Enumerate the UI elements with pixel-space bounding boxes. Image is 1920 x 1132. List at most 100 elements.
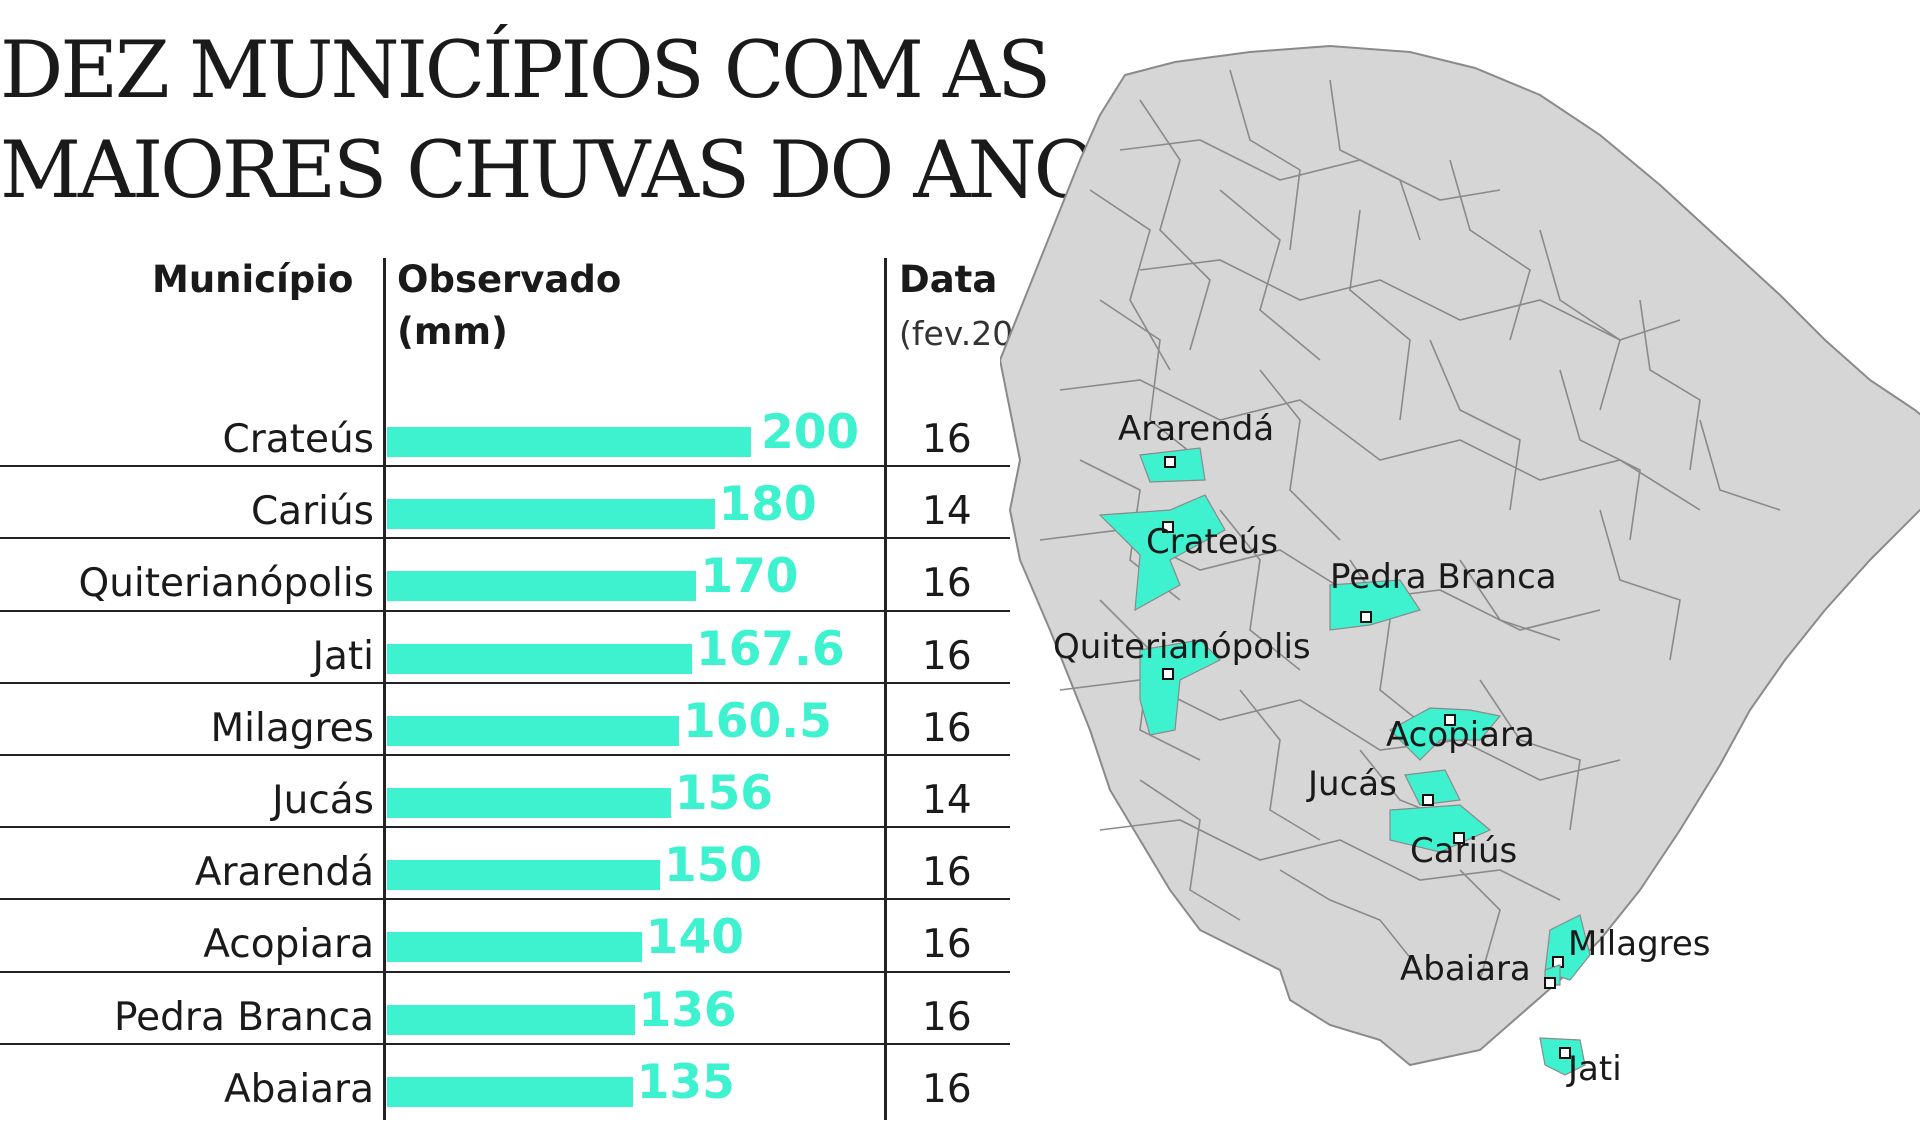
date-label: 16 bbox=[922, 1066, 972, 1112]
date-label: 14 bbox=[922, 489, 972, 535]
bar bbox=[387, 427, 751, 457]
value-label: 150 bbox=[664, 838, 763, 894]
municipal-boundary bbox=[1349, 209, 1411, 421]
bar-row: Abaiara 135 16 bbox=[0, 1045, 1010, 1117]
highlighted-municipality bbox=[1389, 707, 1502, 761]
row-divider bbox=[0, 898, 1010, 901]
municipal-boundary bbox=[1139, 779, 1241, 921]
bar bbox=[387, 788, 671, 818]
bar bbox=[387, 643, 693, 674]
bar-row: Acopiara 140 16 bbox=[0, 900, 1010, 972]
municipal-boundary bbox=[1259, 369, 1341, 541]
city-marker bbox=[1164, 456, 1176, 468]
date-label: 16 bbox=[922, 417, 972, 462]
map-label: Jati bbox=[1566, 1049, 1622, 1089]
city-marker bbox=[1453, 832, 1465, 844]
map-label: Acopiara bbox=[1386, 715, 1535, 755]
city-marker bbox=[1544, 977, 1556, 989]
value-label: 200 bbox=[761, 405, 860, 460]
category-label: Jucás bbox=[272, 778, 374, 823]
highlighted-municipality bbox=[1404, 769, 1461, 806]
bar bbox=[387, 499, 715, 530]
map-label: Ararendá bbox=[1118, 409, 1274, 449]
value-label: 140 bbox=[645, 910, 744, 966]
value-label: 136 bbox=[638, 982, 737, 1038]
municipal-boundary bbox=[1119, 139, 1501, 201]
state-outline bbox=[1000, 44, 1920, 1067]
category-label: Pedra Branca bbox=[114, 994, 374, 1040]
bar-row: Milagres 160.5 16 bbox=[0, 684, 1010, 756]
category-label: Abaiara bbox=[223, 1066, 374, 1112]
city-marker bbox=[1162, 668, 1174, 680]
bar bbox=[387, 1076, 633, 1107]
municipal-boundary bbox=[1139, 259, 1681, 341]
row-divider bbox=[0, 826, 1010, 829]
row-divider bbox=[0, 970, 1010, 973]
bar bbox=[387, 715, 680, 746]
date-label: 16 bbox=[922, 922, 972, 968]
date-column-divider bbox=[884, 258, 887, 1120]
bar-row: Quiterianópolis 170 16 bbox=[0, 539, 1010, 611]
date-label: 16 bbox=[922, 994, 972, 1040]
value-label: 135 bbox=[636, 1054, 735, 1110]
municipal-boundary bbox=[1099, 819, 1561, 901]
municipal-boundary bbox=[1239, 689, 1321, 841]
category-label: Acopiara bbox=[203, 922, 374, 968]
municipal-boundary bbox=[1219, 509, 1301, 671]
municipal-boundary bbox=[1059, 379, 1701, 511]
category-label: Milagres bbox=[210, 705, 374, 751]
highlighted-municipality bbox=[1098, 494, 1226, 612]
header-observado: Observado bbox=[397, 258, 622, 301]
value-label: 167.6 bbox=[696, 621, 845, 677]
map-label: Pedra Branca bbox=[1330, 557, 1557, 597]
date-label: 14 bbox=[922, 778, 972, 823]
municipal-boundary bbox=[1539, 229, 1621, 411]
date-label: 16 bbox=[922, 705, 972, 751]
bar bbox=[387, 932, 642, 963]
value-label: 156 bbox=[674, 766, 774, 821]
value-label: 170 bbox=[700, 549, 799, 605]
value-label: 180 bbox=[718, 477, 817, 533]
city-marker bbox=[1422, 794, 1434, 806]
municipal-boundary bbox=[1699, 419, 1781, 511]
bar-row: Jucás 156 14 bbox=[0, 756, 1010, 828]
map-label: Quiterianópolis bbox=[1053, 627, 1311, 667]
date-label: 16 bbox=[922, 850, 972, 896]
date-label: 16 bbox=[922, 633, 972, 679]
city-marker bbox=[1559, 1047, 1571, 1059]
category-label: Jati bbox=[312, 633, 374, 679]
row-divider bbox=[0, 754, 1010, 756]
title-line-1: DEZ MUNICÍPIOS COM AS bbox=[0, 24, 1051, 116]
value-label: 160.5 bbox=[683, 693, 832, 749]
municipal-boundary bbox=[1139, 99, 1211, 351]
row-divider bbox=[0, 681, 1010, 684]
header-data: Data bbox=[899, 258, 998, 301]
city-marker bbox=[1444, 714, 1456, 726]
bar-row: Pedra Branca 136 16 bbox=[0, 973, 1010, 1045]
header-unit: (mm) bbox=[397, 310, 508, 353]
highlighted-municipalities: Ararendá Crateús Pedra Branca Quiterianópol… bbox=[1053, 409, 1711, 1089]
row-divider bbox=[0, 465, 1010, 468]
municipal-boundary bbox=[1229, 69, 1301, 251]
bar bbox=[387, 571, 697, 602]
bar-row: Crateús 200 16 bbox=[0, 395, 1010, 467]
category-label: Quiterianópolis bbox=[78, 561, 375, 607]
axis-line bbox=[383, 258, 386, 1120]
row-divider bbox=[0, 537, 1010, 540]
municipal-boundary bbox=[1089, 189, 1171, 371]
bar-row: Jati 167.6 16 bbox=[0, 612, 1010, 684]
map-label: Abaiara bbox=[1400, 949, 1531, 989]
municipal-boundary bbox=[1429, 339, 1521, 511]
map-label: Milagres bbox=[1568, 924, 1711, 964]
bar bbox=[387, 1004, 635, 1035]
chart-title: DEZ MUNICÍPIOS COM AS MAIORES CHUVAS DO … bbox=[0, 20, 1098, 220]
bar-row: Ararendá 150 16 bbox=[0, 828, 1010, 900]
header-municipio: Município bbox=[152, 258, 354, 301]
city-marker bbox=[1162, 521, 1174, 533]
map-label: Cariús bbox=[1410, 831, 1517, 871]
map-label: Jucás bbox=[1306, 764, 1397, 804]
highlighted-municipality bbox=[1139, 639, 1222, 736]
bar bbox=[387, 860, 660, 891]
row-divider bbox=[0, 1042, 1010, 1045]
municipal-boundary bbox=[1219, 189, 1321, 361]
